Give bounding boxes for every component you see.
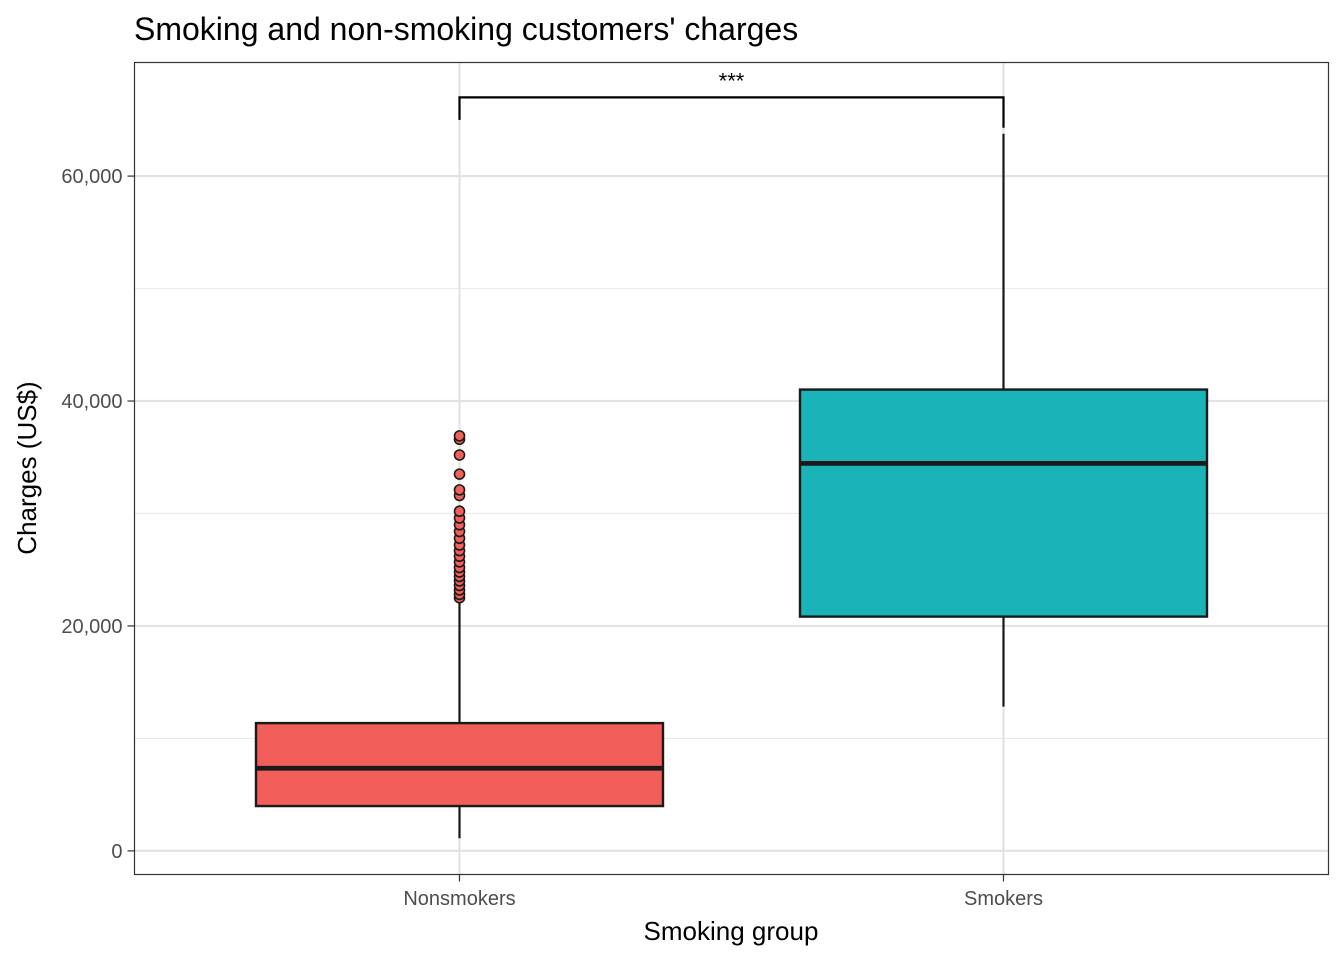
box-smokers <box>798 133 1209 707</box>
outlier-point <box>453 430 466 442</box>
box-iqr <box>798 388 1209 618</box>
y-axis-title: Charges (US$) <box>12 381 42 554</box>
chart-title: Smoking and non-smoking customers' charg… <box>134 11 798 47</box>
x-tick-label: Smokers <box>964 888 1043 910</box>
x-tick-label: Nonsmokers <box>403 888 515 910</box>
y-tick-label: 40,000 <box>61 391 122 413</box>
outlier-point <box>453 484 466 496</box>
outlier-point <box>453 449 466 461</box>
significance-bracket-line <box>458 96 1005 128</box>
significance-bracket: *** <box>458 68 1005 128</box>
x-axis-title: Smoking group <box>644 916 819 946</box>
box-iqr <box>254 721 665 808</box>
box-series <box>254 133 1209 839</box>
significance-label: *** <box>719 68 745 93</box>
outlier-point <box>453 505 466 518</box>
y-tick-label: 0 <box>111 841 122 863</box>
x-axis: Nonsmokers Smokers <box>403 874 1043 910</box>
panel-border <box>133 61 1330 876</box>
y-axis: 0 20,000 40,000 60,000 <box>61 166 135 863</box>
box-nonsmokers <box>254 430 665 839</box>
y-tick-label: 20,000 <box>61 616 122 638</box>
y-tick-label: 60,000 <box>61 166 122 188</box>
outlier-point <box>453 468 466 480</box>
